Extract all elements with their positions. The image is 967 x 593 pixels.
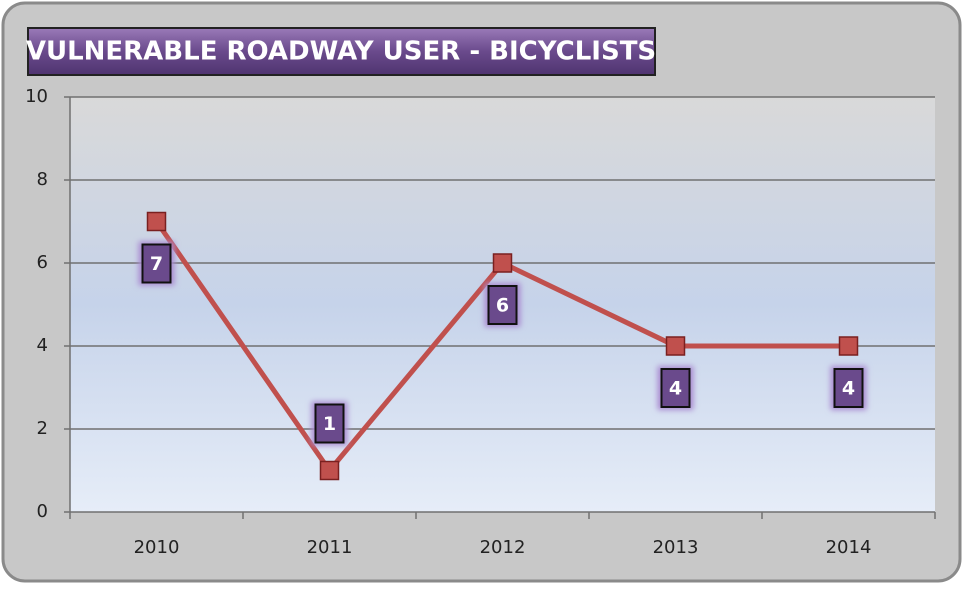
data-label: 1 (323, 413, 336, 435)
x-tick-label: 2012 (480, 537, 526, 558)
data-label-box (314, 403, 345, 444)
marker (146, 211, 167, 232)
y-tick-label: 2 (37, 418, 48, 439)
marker (492, 253, 513, 273)
data-label: 4 (842, 378, 855, 400)
data-label: 4 (669, 378, 682, 400)
data-label-box (660, 368, 691, 408)
y-tick-label: 8 (37, 169, 48, 190)
data-label-box (141, 243, 172, 284)
title-box (27, 27, 656, 76)
x-tick-label: 2011 (307, 537, 353, 558)
y-tick-label: 6 (37, 252, 48, 273)
data-label: 6 (496, 295, 509, 317)
data-label: 7 (150, 253, 163, 275)
y-tick-label: 10 (25, 86, 48, 107)
marker (838, 336, 859, 356)
marker (665, 336, 686, 356)
y-tick-label: 4 (37, 335, 48, 356)
y-tick-label: 0 (37, 501, 48, 522)
chart-title: VULNERABLE ROADWAY USER - BICYCLISTS (26, 37, 656, 67)
marker (319, 460, 340, 481)
x-tick-label: 2014 (826, 537, 872, 558)
data-label-box (833, 368, 864, 408)
x-tick-label: 2010 (134, 537, 180, 558)
x-tick-label: 2013 (653, 537, 699, 558)
data-label-box (487, 285, 518, 325)
